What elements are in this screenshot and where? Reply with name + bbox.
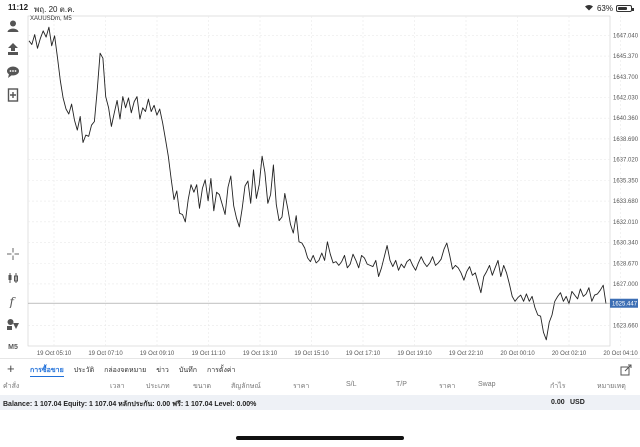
column-header-4[interactable]: สัญลักษณ์ [231, 383, 261, 390]
y-tick-label: 1640.360 [613, 116, 639, 122]
battery-icon [616, 4, 634, 12]
account-currency: USD [570, 399, 585, 406]
current-price-label: 1625.447 [612, 301, 638, 307]
column-header-1[interactable]: เวลา [110, 383, 125, 390]
balance-row: Balance: 1 107.04 Equity: 1 107.04 หลักป… [0, 395, 640, 410]
status-right: 63% [584, 3, 634, 13]
x-tick-label: 20 Oct 02:10 [552, 351, 587, 357]
y-tick-label: 1637.020 [613, 158, 639, 164]
chat-icon[interactable] [5, 64, 21, 80]
terminal-tabbar: + การซื้อขาย ประวัติ กล่องจดหมาย ข่าว บันทึก… [0, 358, 640, 378]
x-tick-label: 19 Oct 19:10 [397, 351, 432, 357]
y-tick-label: 1645.370 [613, 54, 639, 60]
current-price-tag [610, 298, 638, 308]
crosshair-icon[interactable] [5, 246, 21, 262]
tab-5[interactable]: การตั้งค่า [206, 367, 236, 374]
chart-svg[interactable]: 1647.040 1645.370 1643.700 1642.030 1640.360… [26, 14, 640, 358]
price-series-line [28, 26, 607, 341]
column-header-0[interactable]: คำสั่ง [3, 383, 20, 390]
chart-symbol-label: XAUUSDm, M5 [30, 16, 72, 22]
y-tick-label: 1632.010 [613, 220, 639, 226]
chart-toolbar: f M5 [0, 14, 26, 358]
chart-type-icon[interactable] [5, 270, 21, 286]
column-header-9[interactable]: Swap [478, 381, 496, 388]
x-tick-label: 19 Oct 22:10 [449, 351, 484, 357]
total-profit: 0.00 [551, 399, 565, 406]
y-tick-label: 1628.670 [613, 261, 639, 267]
y-tick-label: 1647.040 [613, 33, 639, 39]
x-tick-label: 20 Oct 00:10 [500, 351, 535, 357]
column-header-10[interactable]: กำไร [550, 383, 566, 390]
status-bar: 11:12 พฤ. 20 ต.ค. 63% [0, 0, 640, 14]
column-header-8[interactable]: ราคา [439, 383, 456, 390]
column-header-3[interactable]: ขนาด [193, 383, 212, 390]
status-time: 11:12 [8, 3, 29, 12]
y-tick-label: 1635.350 [613, 178, 639, 184]
y-tick-label: 1633.680 [613, 199, 639, 205]
account-icon[interactable] [5, 18, 21, 34]
terminal-tabs: การซื้อขาย ประวัติ กล่องจดหมาย ข่าว บันทึก กา… [30, 365, 235, 377]
x-tick-label: 19 Oct 11:10 [192, 351, 227, 357]
x-tick-label: 19 Oct 17:10 [346, 351, 381, 357]
objects-icon[interactable] [5, 316, 21, 332]
tab-3[interactable]: ข่าว [156, 367, 169, 374]
trade-icon[interactable] [5, 41, 21, 57]
y-tick-label: 1643.700 [613, 75, 639, 81]
x-tick-label: 19 Oct 13:10 [243, 351, 278, 357]
balance-summary: Balance: 1 107.04 Equity: 1 107.04 หลักป… [3, 401, 257, 408]
column-header-5[interactable]: ราคา [293, 383, 310, 390]
y-tick-label: 1630.340 [613, 241, 639, 247]
add-icon[interactable]: + [7, 361, 15, 376]
y-tick-label: 1623.660 [613, 323, 639, 329]
new-order-icon[interactable] [5, 87, 21, 103]
y-tick-label: 1638.690 [613, 137, 639, 143]
home-indicator[interactable] [236, 436, 404, 440]
column-header-11[interactable]: หมายเหตุ [597, 383, 626, 390]
timeframe-label[interactable]: M5 [8, 343, 18, 351]
wifi-icon [584, 3, 594, 13]
plot-frame [27, 15, 611, 347]
x-tick-label: 19 Oct 05:10 [37, 351, 72, 357]
y-tick-label: 1642.030 [613, 96, 639, 102]
tab-1[interactable]: ประวัติ [73, 367, 95, 374]
x-tick-label: 19 Oct 07:10 [88, 351, 123, 357]
battery-percent: 63% [596, 3, 613, 13]
tab-4[interactable]: บันทึก [178, 367, 197, 374]
price-chart[interactable]: 1647.040 1645.370 1643.700 1642.030 1640.360… [26, 14, 640, 358]
column-header-7[interactable]: T/P [396, 381, 407, 388]
y-tick-label: 1627.000 [613, 282, 639, 288]
x-tick-label: 19 Oct 15:10 [294, 351, 329, 357]
x-tick-label: 19 Oct 09:10 [140, 351, 175, 357]
indicators-icon[interactable]: f [5, 293, 21, 309]
tab-2[interactable]: กล่องจดหมาย [104, 367, 147, 374]
status-date: พฤ. 20 ต.ค. [34, 5, 75, 14]
column-header-2[interactable]: ประเภท [146, 383, 170, 390]
column-header-6[interactable]: S/L [346, 381, 357, 388]
tab-0[interactable]: การซื้อขาย [30, 365, 64, 377]
x-tick-label: 20 Oct 04:10 [603, 351, 638, 357]
export-icon[interactable] [620, 363, 632, 376]
svg-text:f: f [9, 295, 17, 308]
